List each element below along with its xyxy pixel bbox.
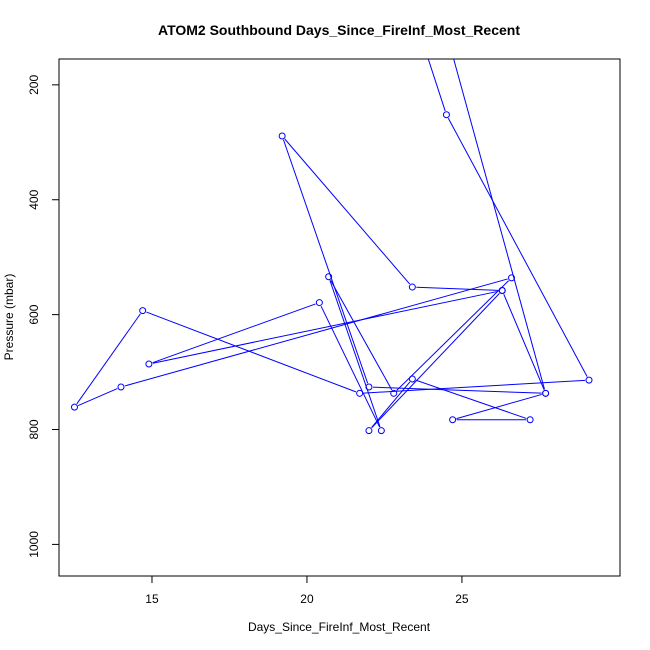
series-segment	[447, 118, 588, 377]
data-point	[498, 287, 506, 295]
data-point	[377, 427, 385, 435]
series-segment	[77, 388, 118, 406]
y-tick-label: 800	[27, 419, 41, 439]
series-segment	[503, 293, 545, 390]
data-point	[408, 283, 416, 291]
x-tick-label: 25	[455, 592, 469, 606]
data-point	[145, 360, 153, 368]
series-segment	[329, 280, 381, 428]
series-segment	[371, 293, 500, 429]
y-tick-label: 400	[27, 189, 41, 209]
data-point	[542, 389, 550, 397]
series-segment	[282, 139, 369, 384]
series-segment	[284, 138, 411, 285]
x-tick-label: 15	[145, 592, 159, 606]
data-point	[409, 7, 415, 13]
series-segment	[76, 313, 141, 405]
data-point	[356, 389, 364, 397]
data-point	[585, 376, 593, 384]
y-tick-label: 1000	[27, 531, 41, 558]
data-point	[70, 403, 78, 411]
x-axis: 15 20 25	[145, 576, 469, 606]
series-segment	[124, 278, 508, 387]
x-tick-label: 20	[300, 592, 314, 606]
data-point	[508, 274, 516, 282]
series-segment	[330, 279, 393, 391]
data-point	[437, 7, 443, 13]
series-segment	[372, 386, 542, 394]
data-point	[315, 299, 323, 307]
data-point	[365, 427, 373, 435]
series-segment	[363, 379, 586, 394]
data-point	[408, 375, 416, 383]
y-axis: 200 400 600 800 1000	[27, 75, 59, 558]
plot-frame	[58, 58, 621, 577]
series-segment	[456, 393, 542, 420]
data-point	[139, 307, 147, 315]
data-point	[365, 383, 373, 391]
data-point	[117, 383, 125, 391]
y-tick-label: 600	[27, 304, 41, 324]
series-segment	[152, 290, 499, 364]
data-point	[526, 416, 534, 424]
data-point	[449, 416, 457, 424]
x-axis-label: Days_Since_FireInf_Most_Recent	[248, 620, 431, 634]
series-segment	[152, 303, 316, 364]
y-tick-label: 200	[27, 75, 41, 95]
chart-title: ATOM2 Southbound Days_Since_FireInf_Most…	[158, 22, 520, 38]
y-axis-label: Pressure (mbar)	[2, 274, 16, 361]
data-point	[442, 111, 450, 119]
series-segment	[415, 379, 527, 419]
series-segment	[320, 305, 381, 428]
series-segment	[371, 381, 411, 428]
data-point	[390, 389, 398, 397]
series-segment	[396, 280, 510, 391]
data-point	[325, 273, 333, 281]
series-segment	[427, 59, 446, 112]
series-segment	[416, 286, 499, 291]
plot-area	[70, 7, 593, 435]
series-segment	[146, 311, 357, 393]
data-point	[278, 132, 286, 140]
